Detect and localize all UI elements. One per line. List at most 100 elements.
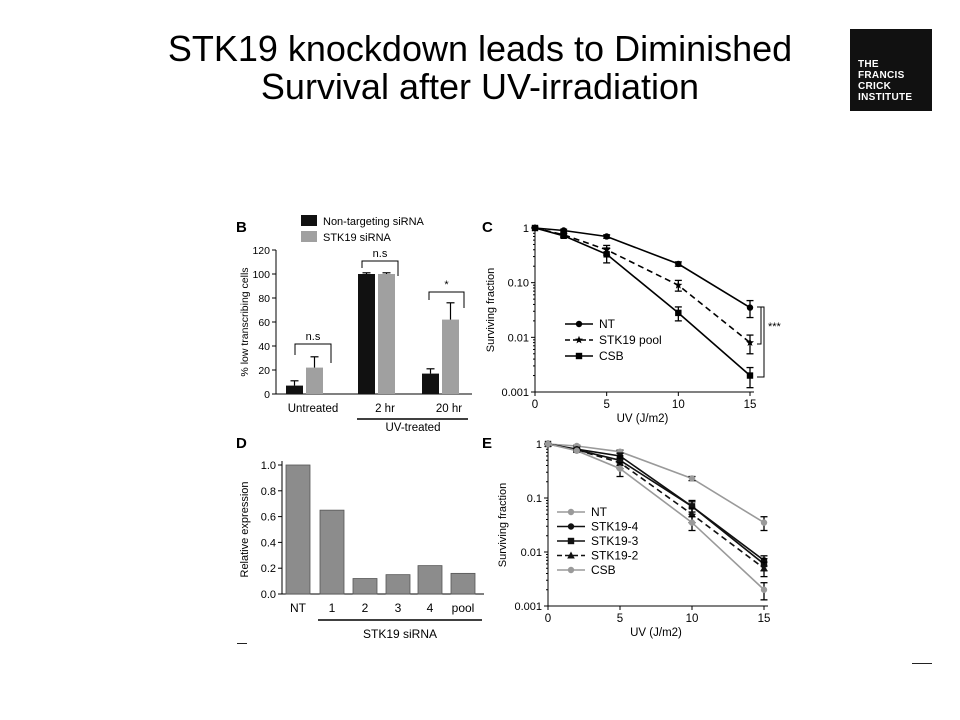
panel-b-category-label: Untreated	[288, 403, 339, 415]
panel-e-y-tick-label: 0.01	[521, 547, 542, 559]
panel-b-category-label: 20 hr	[436, 403, 462, 415]
panel-b-y-tick-label: 40	[258, 341, 270, 353]
panel-c-data-point	[746, 338, 754, 347]
panel-c-legend-marker	[575, 320, 583, 328]
panel-c-series-line	[534, 227, 751, 344]
logo-line-4: INSTITUTE	[858, 92, 913, 103]
panel-d-y-tick-label: 0.0	[261, 589, 276, 601]
panel-b-sig-bracket	[428, 291, 465, 308]
panel-b-y-tick-label: 20	[258, 365, 270, 377]
panel-d-y-label: Relative expression	[239, 482, 251, 578]
panel-c-legend-label: CSB	[599, 349, 624, 363]
panel-b-y-label: % low transcribing cells	[239, 267, 251, 376]
panel-b-legend-swatch	[301, 231, 317, 242]
panel-e-x-tick-label: 10	[686, 613, 699, 625]
panel-c-legend-marker	[575, 335, 583, 344]
panel-c-data-point	[675, 260, 682, 268]
panel-e-legend-marker	[567, 566, 575, 574]
panel-e-legend-label: STK19-2	[591, 549, 639, 563]
panel-c-x-tick-label: 15	[744, 399, 757, 411]
panel-e-data-point	[688, 475, 696, 482]
panel-c-legend-marker	[575, 352, 583, 360]
panel-c-data-point	[603, 251, 610, 258]
panel-e-data-point	[760, 519, 768, 526]
panel-e-data-point	[688, 510, 696, 518]
panel-b-bar	[442, 319, 459, 394]
panel-b-y-tick-label: 80	[258, 293, 270, 305]
panel-b-y-tick-label: 120	[252, 245, 270, 257]
panel-b-bar	[286, 385, 303, 394]
panel-e-data-point	[760, 586, 768, 593]
panel-c-sig-bracket-inner	[757, 306, 762, 345]
panel-e-x-tick-label: 5	[617, 613, 623, 625]
panel-b-legend-swatch	[301, 215, 317, 226]
panel-c-label: C	[482, 219, 493, 236]
slide-dash-right	[912, 663, 932, 664]
panel-d-group-label: STK19 siRNA	[363, 627, 437, 641]
panel-c-data-point	[746, 372, 754, 379]
panel-c-y-label: Surviving fraction	[485, 268, 497, 352]
panel-d-bar	[285, 464, 311, 595]
panel-b-bar	[306, 367, 323, 394]
panel-b-sig-bracket	[294, 343, 332, 363]
panel-b-category-label: 2 hr	[375, 403, 395, 415]
panel-d-bar	[352, 578, 378, 595]
panel-d-y-tick-label: 0.4	[261, 537, 276, 549]
panel-e-y-tick-label: 1	[536, 439, 542, 451]
panel-e-legend-marker	[567, 551, 575, 559]
panel-e-legend-label: CSB	[591, 563, 616, 577]
panel-c-legend-label: NT	[599, 317, 616, 331]
panel-c-data-point	[531, 224, 539, 232]
panel-d-bar	[385, 574, 411, 595]
panel-c-x-label: UV (J/m2)	[617, 413, 669, 425]
panel-c-legend-label: STK19 pool	[599, 333, 662, 347]
panel-e-legend-label: NT	[591, 505, 608, 519]
panel-d-category-label: 1	[329, 601, 336, 615]
panel-e-x-tick-label: 15	[758, 613, 771, 625]
panel-e-y-label: Surviving fraction	[497, 483, 509, 567]
panel-c-x-tick-label: 5	[603, 399, 609, 411]
slide-title: STK19 knockdown leads to Diminished Surv…	[100, 30, 860, 106]
slide-title-line-1: STK19 knockdown leads to Diminished	[167, 28, 793, 69]
panel-e-legend-marker	[567, 537, 575, 545]
panel-e-legend-label: STK19-3	[591, 534, 639, 548]
logo-line-2: FRANCIS	[858, 70, 905, 81]
panel-d-category-label: NT	[290, 601, 307, 615]
panel-c-data-point	[675, 309, 682, 317]
panel-c-y-tick-label: 0.001	[501, 387, 529, 399]
panel-d-bar	[417, 565, 443, 595]
panel-d-y-tick-label: 0.8	[261, 486, 276, 498]
panel-c-y-tick-label: 0.10	[508, 278, 529, 290]
panel-e-legend-marker	[567, 523, 575, 530]
panel-b-sig-bracket	[361, 260, 399, 276]
panel-e-y-tick-label: 0.001	[514, 601, 542, 613]
panel-e-data-point	[616, 465, 624, 472]
panel-e-label: E	[482, 435, 492, 452]
slide-title-line-2: Survival after UV-irradiation	[260, 66, 700, 107]
panel-e-x-tick-label: 0	[545, 613, 551, 625]
logo-line-3: CRICK	[858, 81, 892, 92]
panel-b-label: B	[236, 219, 247, 236]
panel-d-y-tick-label: 0.6	[261, 512, 276, 524]
panel-c-x-tick-label: 0	[532, 399, 538, 411]
panel-c-y-tick-label: 0.01	[508, 332, 529, 344]
panel-d-bar	[319, 509, 345, 595]
panel-e-data-point	[688, 503, 696, 510]
panel-b-sig-label: *	[444, 279, 449, 291]
panel-c-data-point	[603, 233, 610, 240]
panel-d-category-label: pool	[452, 601, 475, 615]
panel-d-label: D	[236, 435, 247, 452]
panel-d-category-label: 2	[362, 601, 369, 615]
panel-e-series-line	[547, 443, 765, 565]
panel-b-bar	[422, 373, 439, 394]
panel-b-y-tick-label: 60	[258, 317, 270, 329]
panel-b-legend-label: Non-targeting siRNA	[323, 216, 425, 228]
panel-b-y-tick-label: 100	[252, 269, 270, 281]
panel-d-category-label: 3	[395, 601, 402, 615]
panel-c-data-point	[560, 227, 567, 234]
panel-b-group-label: UV-treated	[386, 422, 441, 434]
panel-e-x-label: UV (J/m2)	[630, 627, 682, 639]
panel-c-sig-label: ***	[768, 321, 782, 333]
panel-e-data-point	[760, 564, 768, 572]
